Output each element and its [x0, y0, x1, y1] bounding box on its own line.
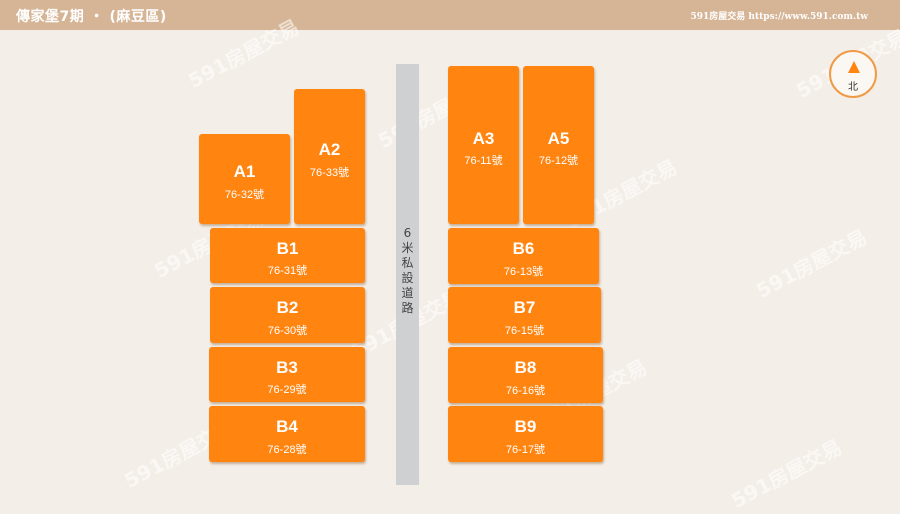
lot-code: B1 [276, 239, 299, 258]
lot-address: 76-32號 [224, 189, 265, 201]
lot-code: A3 [472, 129, 495, 148]
lot-address: 76-33號 [309, 167, 350, 179]
lot-address: 76-28號 [267, 444, 307, 456]
north-compass: 北 [829, 50, 877, 98]
lot-b9[interactable]: B9 76-17號 [448, 406, 603, 462]
lot-b8[interactable]: B8 76-16號 [448, 347, 603, 403]
page-title: 傳家堡7期 ・ (麻豆區) [16, 9, 167, 25]
lot-b4[interactable]: B4 76-28號 [209, 406, 365, 462]
header-bar: 傳家堡7期 ・ (麻豆區) 591房屋交易 https://www.591.co… [0, 0, 900, 30]
lot-b3[interactable]: B3 76-29號 [209, 347, 365, 402]
lot-address: 76-13號 [503, 266, 544, 278]
lot-address: 76-31號 [267, 265, 308, 277]
lot-b7[interactable]: B7 76-15號 [448, 287, 601, 343]
compass-label: 北 [848, 82, 858, 93]
lot-b1[interactable]: B1 76-31號 [210, 228, 365, 283]
lot-code: B9 [514, 417, 537, 436]
road-label-text: 6米私設道路 [401, 226, 414, 315]
site-credit: 591房屋交易 https://www.591.com.tw [690, 12, 868, 22]
lot-code: A1 [233, 162, 256, 181]
lot-b2[interactable]: B2 76-30號 [210, 287, 365, 343]
lot-b6[interactable]: B6 76-13號 [448, 228, 599, 284]
lot-a1[interactable]: A1 76-32號 [199, 134, 290, 224]
lot-a2[interactable]: A2 76-33號 [294, 89, 365, 224]
lot-code: B2 [276, 298, 299, 317]
watermark: 591房屋交易 [752, 224, 871, 303]
lot-address: 76-16號 [505, 385, 546, 397]
lot-address: 76-17號 [505, 444, 546, 456]
lot-a5[interactable]: A5 76-12號 [523, 66, 594, 224]
lot-address: 76-12號 [538, 155, 579, 167]
road-label: 6米私設道路 [396, 226, 419, 316]
lot-address: 76-15號 [504, 325, 545, 337]
lot-code: B6 [512, 239, 535, 258]
lot-a3[interactable]: A3 76-11號 [448, 66, 519, 224]
lot-code: B4 [276, 417, 298, 436]
lot-address: 76-29號 [267, 384, 307, 396]
lot-code: A5 [547, 129, 570, 148]
watermark: 591房屋交易 [727, 434, 846, 513]
lot-code: B3 [276, 358, 298, 377]
lot-address: 76-30號 [267, 325, 308, 337]
lot-address: 76-11號 [464, 155, 503, 167]
lot-code: B7 [513, 298, 536, 317]
lot-code: A2 [318, 140, 341, 159]
north-arrow-icon [848, 61, 860, 73]
private-road [396, 64, 419, 485]
lot-code: B8 [514, 358, 537, 377]
